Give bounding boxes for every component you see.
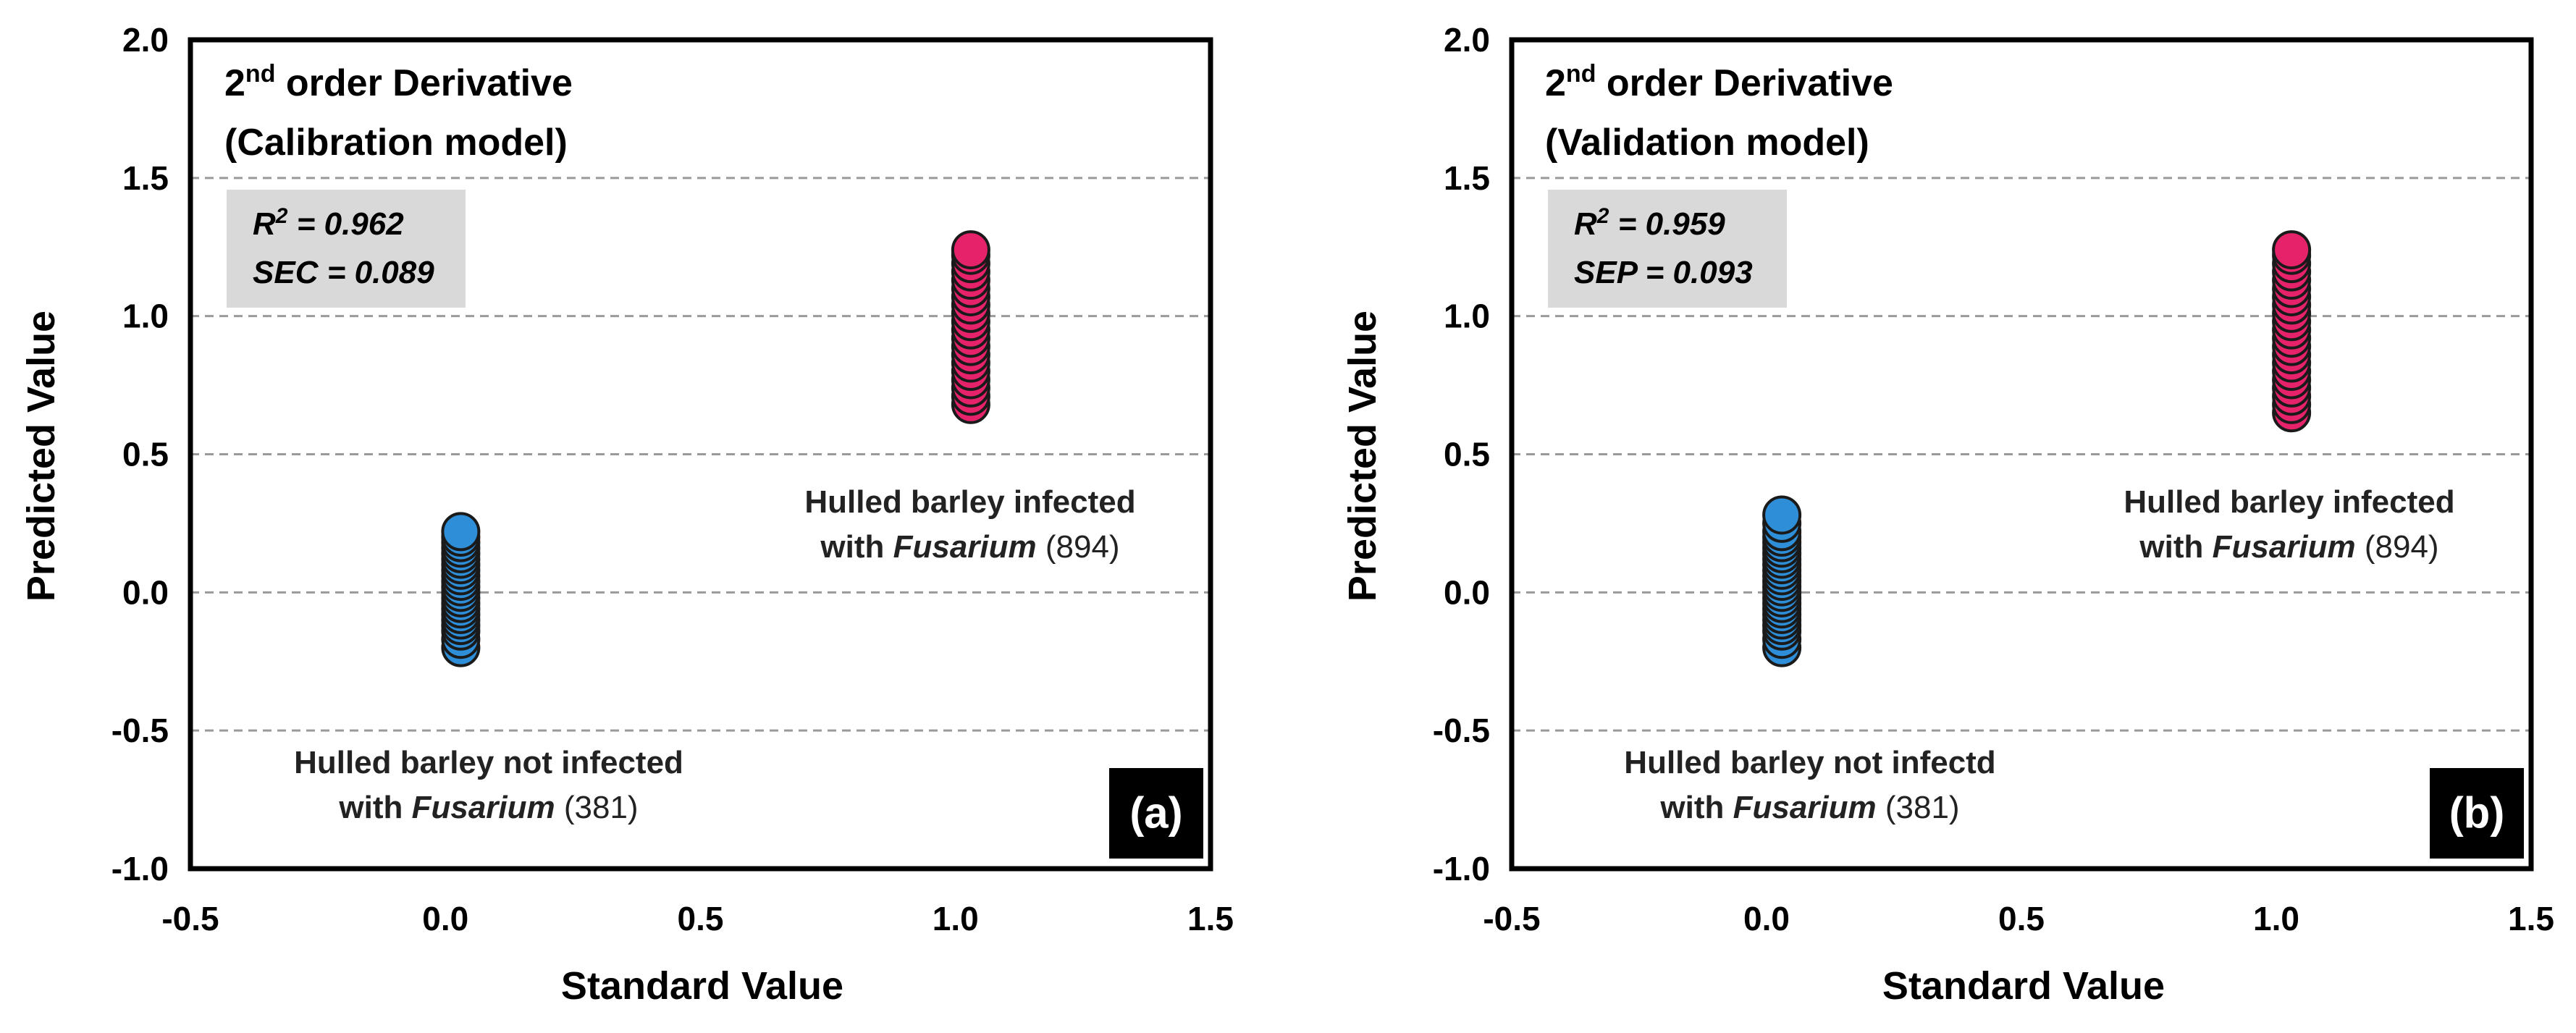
panel-tag: (a) (1129, 789, 1182, 838)
y-tick-label: 0.0 (1444, 573, 1490, 611)
stats-box-background (1548, 190, 1787, 308)
y-tick-label: -0.5 (111, 712, 169, 749)
group-label-line2: with Fusarium (381) (1659, 790, 1959, 825)
panel-tag-box (1109, 768, 1203, 859)
chart-title-line2: (Validation model) (1545, 122, 1869, 164)
series-infected (951, 230, 990, 424)
y-tick-label: 1.5 (122, 159, 169, 197)
group-label-line1: Hulled barley not infected (294, 745, 683, 780)
x-tick-label: 0.5 (1998, 900, 2045, 937)
error-text: SEP = 0.093 (1574, 255, 1753, 290)
x-axis-title: Standard Value (1882, 964, 2165, 1008)
y-tick-label: 0.0 (122, 573, 169, 611)
stats-box: R2 = 0.962 SEC = 0.089 (227, 190, 466, 308)
x-tick-label: -0.5 (1483, 900, 1540, 937)
x-tick-label: 1.0 (2253, 900, 2299, 937)
y-axis-title: Predicted Value (1341, 311, 1384, 602)
y-tick-label: 1.0 (122, 298, 169, 335)
r-squared-text: R2 = 0.959 (1574, 204, 1725, 243)
panel-tag-box (2430, 768, 2524, 859)
group-label-line1: Hulled barley infected (804, 484, 1135, 520)
y-tick-label: -0.5 (1433, 712, 1490, 749)
group-label-line2: with Fusarium (381) (338, 790, 638, 825)
stats-box: R2 = 0.959 SEP = 0.093 (1548, 190, 1787, 308)
data-point (441, 512, 481, 552)
x-tick-label: -0.5 (161, 900, 219, 937)
group-label-line1: Hulled barley not infectd (1624, 745, 1995, 780)
plot-frame (1509, 37, 2534, 872)
series-not-infected (1762, 495, 1802, 667)
y-tick-label: 1.0 (1444, 298, 1490, 335)
chart-title-line2: (Calibration model) (224, 122, 568, 164)
x-tick-label: 0.0 (1743, 900, 1790, 937)
x-tick-label: 1.5 (1187, 900, 1234, 937)
series-not-infected (441, 512, 481, 667)
y-tick-label: -1.0 (1433, 850, 1490, 887)
group-label-line1: Hulled barley infected (2123, 484, 2454, 520)
panel-tag: (b) (2449, 789, 2505, 838)
y-axis-title: Predicted Value (20, 311, 63, 602)
stats-box-background (227, 190, 466, 308)
x-tick-label: 1.0 (933, 900, 979, 937)
x-axis-title: Standard Value (561, 964, 843, 1008)
error-text: SEC = 0.089 (253, 255, 434, 290)
y-tick-label: 0.5 (122, 436, 169, 473)
y-tick-label: 2.0 (122, 21, 169, 59)
r-squared-text: R2 = 0.962 (253, 204, 404, 243)
chart-panel-b: R2 = 0.959 SEP = 0.093 Hulled barley not i… (1341, 21, 2554, 1008)
y-tick-label: 0.5 (1444, 436, 1490, 473)
plot-frame (188, 37, 1213, 872)
data-point (951, 230, 990, 270)
x-tick-label: 1.5 (2508, 900, 2554, 937)
x-tick-label: 0.0 (422, 900, 468, 937)
series-infected (2272, 230, 2312, 433)
data-point (1762, 495, 1802, 535)
y-tick-label: 1.5 (1444, 159, 1490, 197)
y-tick-label: -1.0 (111, 850, 169, 887)
x-tick-label: 0.5 (678, 900, 724, 937)
chart-title-line1: 2nd order Derivative (224, 60, 573, 104)
group-label-line2: with Fusarium (894) (2139, 529, 2438, 565)
group-label-line2: with Fusarium (894) (820, 529, 1119, 565)
chart-title-line1: 2nd order Derivative (1545, 60, 1893, 104)
data-point (2272, 230, 2312, 270)
y-tick-label: 2.0 (1444, 21, 1490, 59)
chart-panel-a: R2 = 0.962 SEC = 0.089 Hulled barley not i… (20, 21, 1234, 1008)
